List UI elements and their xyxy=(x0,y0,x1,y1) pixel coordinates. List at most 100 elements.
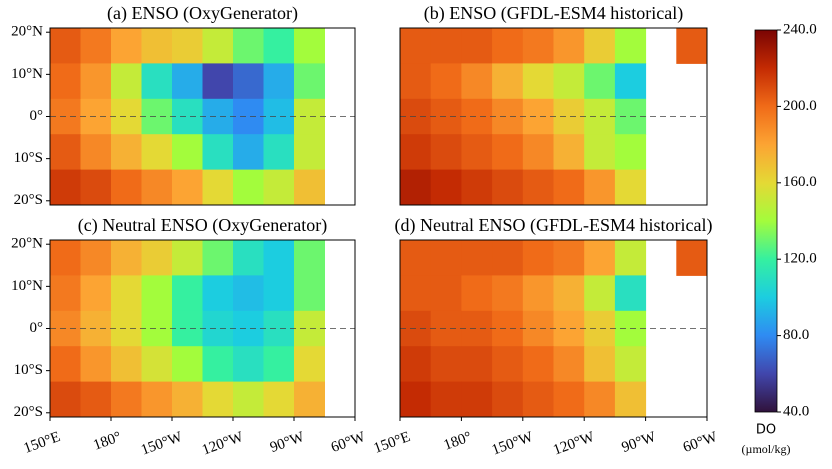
cell xyxy=(400,346,432,383)
cell xyxy=(676,28,707,64)
cell xyxy=(522,98,554,135)
colorbar xyxy=(754,29,778,413)
y-tick-label: 20°S xyxy=(14,192,43,208)
cell xyxy=(553,240,585,276)
cell xyxy=(430,346,462,383)
cell xyxy=(614,63,647,100)
cell xyxy=(553,134,585,171)
colorbar-label: DO xyxy=(756,423,776,438)
cell xyxy=(400,275,432,312)
cell xyxy=(111,275,142,312)
frame xyxy=(399,27,708,206)
y-tick-label: 20°N xyxy=(11,24,43,40)
y-tick-label: 10°N xyxy=(11,278,43,294)
cell xyxy=(492,275,524,312)
cell xyxy=(202,134,234,171)
cell xyxy=(614,28,647,64)
cell xyxy=(202,275,234,312)
cell xyxy=(553,275,585,312)
cell xyxy=(80,169,112,205)
x-tick-label: 120°W xyxy=(200,429,246,459)
y-tick-label: 10°N xyxy=(11,66,43,82)
cell xyxy=(522,346,554,383)
cell xyxy=(614,240,647,276)
x-tick-label: 150°W xyxy=(139,429,185,459)
cell xyxy=(522,28,554,64)
cell xyxy=(294,63,325,100)
cell xyxy=(294,310,325,347)
cell xyxy=(80,63,112,100)
cell xyxy=(614,134,647,171)
cell xyxy=(233,134,264,171)
cell xyxy=(461,346,493,383)
colorbar-tick-label: 160.0 xyxy=(783,174,817,190)
colorbar-tick-label: 80.0 xyxy=(783,327,809,343)
cell xyxy=(522,63,554,100)
cell xyxy=(553,169,585,205)
cell xyxy=(172,346,203,383)
cell xyxy=(430,240,462,276)
cell xyxy=(233,346,264,383)
cell xyxy=(461,63,493,100)
cell xyxy=(141,28,173,64)
x-tick-label: 150°E xyxy=(372,429,413,457)
cell xyxy=(584,275,616,312)
cell xyxy=(172,169,203,205)
cell xyxy=(553,346,585,383)
cell xyxy=(400,240,432,276)
heatmap xyxy=(400,240,707,417)
cell xyxy=(400,169,432,205)
cell xyxy=(202,28,234,64)
cell xyxy=(172,134,203,171)
cell xyxy=(430,28,462,64)
cell xyxy=(233,310,264,347)
x-tick-label: 150°W xyxy=(490,429,536,459)
cell xyxy=(202,240,234,276)
colorbar-tick-label: 240.0 xyxy=(783,21,817,37)
cell xyxy=(50,346,81,383)
cell xyxy=(294,346,325,383)
cell xyxy=(294,98,325,135)
cell xyxy=(202,310,234,347)
cell xyxy=(584,63,616,100)
cell xyxy=(263,98,295,135)
cell xyxy=(492,134,524,171)
cell xyxy=(50,381,81,417)
cell xyxy=(676,240,707,276)
cell xyxy=(141,134,173,171)
cell xyxy=(263,381,295,417)
cell xyxy=(553,381,585,417)
cell xyxy=(263,275,295,312)
cell xyxy=(141,240,173,276)
cell xyxy=(492,346,524,383)
cell xyxy=(522,381,554,417)
cell xyxy=(400,134,432,171)
cell xyxy=(584,134,616,171)
x-tick-label: 180° xyxy=(91,429,123,454)
cell xyxy=(111,346,142,383)
colorbar-tick-label: 200.0 xyxy=(783,98,817,114)
cell xyxy=(141,275,173,312)
cell xyxy=(492,169,524,205)
cell xyxy=(233,275,264,312)
cell xyxy=(294,28,325,64)
panel-title: (a) ENSO (OxyGenerator) xyxy=(107,3,298,24)
colorbar-tick-label: 40.0 xyxy=(783,403,809,419)
cell xyxy=(614,346,647,383)
cell xyxy=(263,240,295,276)
heatmap xyxy=(400,28,707,205)
cell xyxy=(172,310,203,347)
cell xyxy=(294,169,325,205)
cell xyxy=(202,346,234,383)
cell xyxy=(80,134,112,171)
cell xyxy=(172,28,203,64)
cell xyxy=(141,310,173,347)
cell xyxy=(263,169,295,205)
cell xyxy=(492,63,524,100)
cell xyxy=(430,381,462,417)
cell xyxy=(263,346,295,383)
cell xyxy=(553,63,585,100)
cell xyxy=(461,275,493,312)
cell xyxy=(584,169,616,205)
